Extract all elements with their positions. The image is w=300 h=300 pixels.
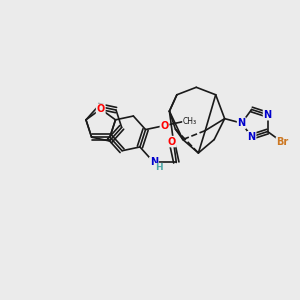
Text: O: O <box>160 121 169 130</box>
Text: O: O <box>97 104 105 114</box>
Text: H: H <box>155 164 163 172</box>
Text: N: N <box>263 110 272 120</box>
Text: N: N <box>248 132 256 142</box>
Text: N: N <box>150 158 158 167</box>
Text: O: O <box>168 136 176 147</box>
Text: Br: Br <box>277 137 289 147</box>
Text: N: N <box>238 118 246 128</box>
Text: CH₃: CH₃ <box>183 117 197 126</box>
